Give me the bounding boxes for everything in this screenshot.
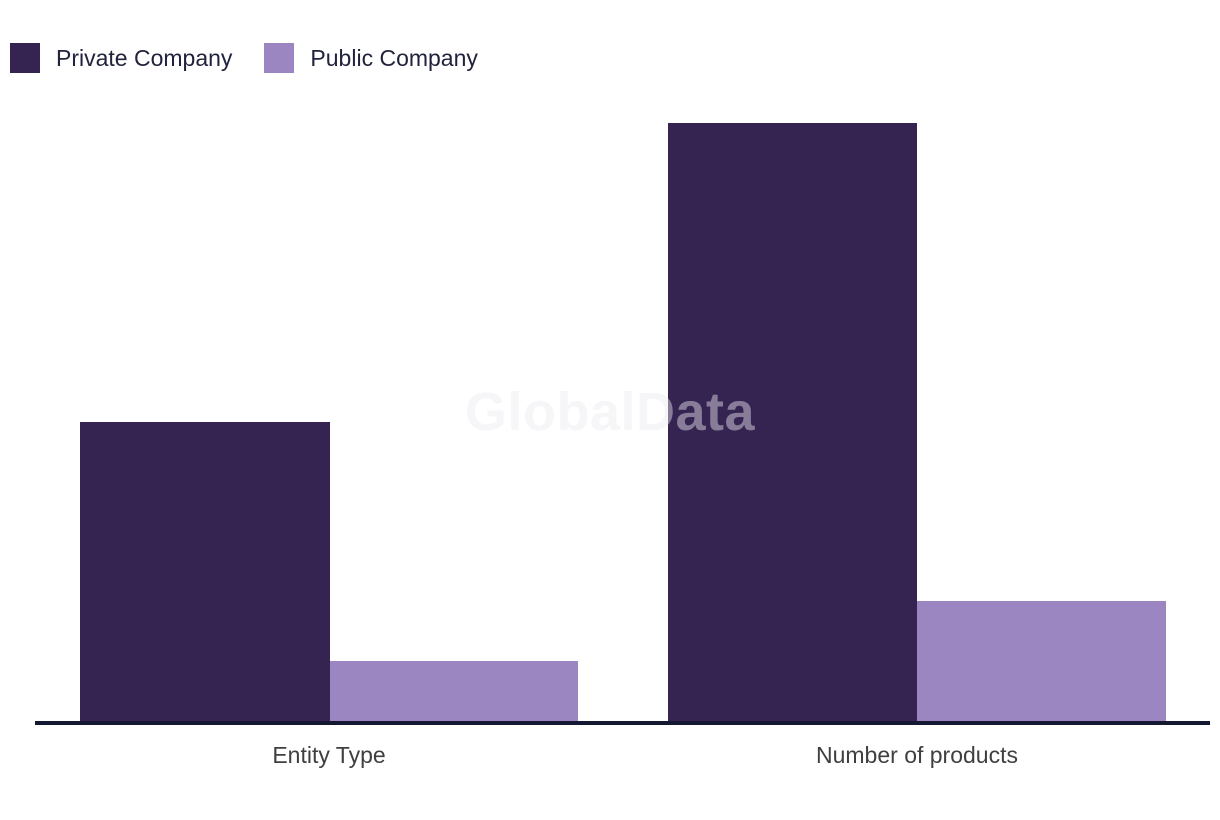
legend-swatch-private-company-icon xyxy=(10,43,40,73)
legend: Private Company Public Company xyxy=(10,43,478,73)
bar-private-company-entity-type[interactable] xyxy=(80,422,330,721)
legend-label-private-company: Private Company xyxy=(56,45,233,71)
bar-private-company-number-of-products[interactable] xyxy=(668,123,917,721)
legend-item-public-company[interactable]: Public Company xyxy=(264,43,478,73)
x-axis-label-number-of-products: Number of products xyxy=(816,742,1018,768)
bar-public-company-entity-type[interactable] xyxy=(330,661,578,721)
legend-swatch-public-company-icon xyxy=(264,43,295,73)
x-axis-label-entity-type: Entity Type xyxy=(272,742,386,768)
legend-item-private-company[interactable]: Private Company xyxy=(10,43,232,73)
x-axis-line xyxy=(35,721,1210,725)
legend-label-public-company: Public Company xyxy=(310,45,478,71)
bar-public-company-number-of-products[interactable] xyxy=(917,601,1166,721)
